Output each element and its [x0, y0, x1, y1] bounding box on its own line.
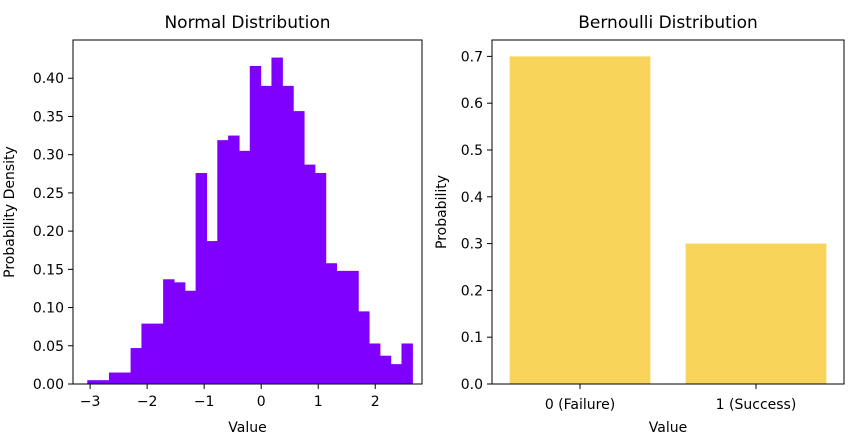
histogram-bar [206, 241, 218, 384]
histogram-bar [368, 343, 381, 384]
x-tick-label: −1 [194, 394, 215, 410]
bernoulli-chart-title: Bernoulli Distribution [578, 13, 758, 33]
y-tick-label: 0.5 [461, 143, 483, 159]
histogram-bar [141, 323, 153, 384]
bernoulli-y-ticks: 0.0 0.1 0.2 0.3 0.4 0.5 0.6 0.7 [461, 49, 492, 393]
histogram-bar [87, 380, 99, 384]
x-tick-label: 2 [371, 394, 380, 410]
y-tick-label: 0.10 [33, 301, 64, 317]
y-tick-label: 0.20 [33, 224, 64, 240]
bernoulli-bars [509, 56, 827, 384]
normal-plot-frame [72, 39, 423, 385]
histogram-bar [195, 173, 208, 384]
y-tick-label: 0.2 [461, 283, 483, 299]
y-tick-label: 0.6 [461, 96, 483, 112]
bernoulli-plot-frame [491, 39, 845, 385]
histogram-bar [401, 343, 413, 384]
histogram-bar [282, 85, 294, 384]
x-tick-label: −3 [80, 394, 101, 410]
histogram-bar [314, 173, 327, 384]
y-tick-label: 0.7 [461, 49, 483, 65]
normal-x-ticks: −3 −2 −1 0 1 2 [80, 384, 380, 410]
histogram-bar [108, 372, 121, 384]
y-tick-label: 0.35 [33, 109, 64, 125]
y-tick-label: 0.3 [461, 237, 483, 253]
histogram-bar [358, 311, 370, 384]
histogram-bar [119, 372, 132, 384]
normal-y-ticks: 0.00 0.05 0.10 0.15 0.20 0.25 0.30 0.35 0.40 [33, 71, 73, 393]
histogram-bar [130, 348, 143, 384]
histogram-bar [228, 135, 240, 384]
histogram-bar [163, 279, 175, 384]
x-tick-label: −2 [137, 394, 158, 410]
normal-distribution-chart: Normal Distribution −3 −2 −1 0 1 2 0.000.050.… [2, 13, 423, 436]
histogram-bar [260, 85, 273, 384]
histogram-bar [347, 270, 359, 384]
bernoulli-y-axis-label: Probability [434, 175, 450, 249]
histogram-bar [217, 140, 229, 384]
x-tick-label: 0 (Failure) [545, 397, 615, 413]
histogram-bar [336, 270, 348, 384]
histogram-bar [379, 355, 392, 384]
histogram-bar [152, 323, 164, 384]
bernoulli-x-axis-label: Value [649, 420, 687, 436]
normal-y-axis-label: Probability Density [2, 146, 18, 278]
bernoulli-bar [509, 56, 651, 384]
y-tick-label: 0.4 [461, 190, 483, 206]
x-tick-label: 1 (Success) [716, 397, 797, 413]
bernoulli-bar [685, 243, 827, 384]
histogram-bar [271, 57, 283, 385]
y-tick-label: 0.30 [33, 148, 64, 164]
x-tick-label: 0 [257, 394, 266, 410]
y-tick-label: 0.00 [33, 377, 64, 393]
histogram-bar [249, 65, 262, 384]
bernoulli-x-ticks: 0 (Failure) 1 (Success) [545, 384, 796, 413]
histogram-bar [184, 290, 197, 384]
normal-histogram-bars [87, 57, 413, 385]
y-tick-label: 0.05 [33, 339, 64, 355]
y-tick-label: 0.0 [461, 377, 483, 393]
normal-chart-title: Normal Distribution [164, 13, 330, 33]
histogram-bar [303, 164, 316, 384]
histogram-bar [98, 380, 110, 384]
x-tick-label: 1 [314, 394, 323, 410]
histogram-bar [390, 364, 403, 384]
bernoulli-distribution-chart: Bernoulli Distribution 0 (Failure) 1 (Suc… [434, 13, 845, 436]
y-tick-label: 0.1 [461, 330, 483, 346]
histogram-bar [238, 150, 251, 384]
normal-x-axis-label: Value [228, 420, 266, 436]
histogram-bar [173, 282, 186, 384]
y-tick-label: 0.25 [33, 186, 64, 202]
y-tick-label: 0.40 [33, 71, 64, 87]
histogram-bar [325, 263, 338, 384]
histogram-bar [293, 111, 305, 385]
y-tick-label: 0.15 [33, 262, 64, 278]
